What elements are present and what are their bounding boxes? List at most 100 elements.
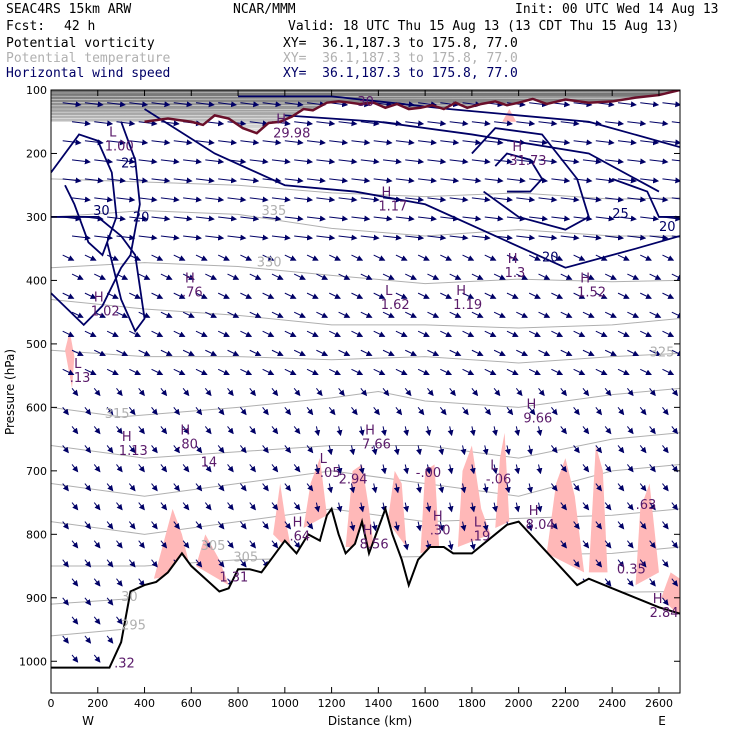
- wind-vector: [62, 559, 69, 568]
- wind-vector: [662, 559, 669, 568]
- extremum-value: .80: [177, 438, 198, 453]
- wind-vector: [106, 483, 114, 492]
- wind-vector: [469, 464, 476, 475]
- wind-vector: [416, 483, 422, 494]
- wind-vector: [627, 311, 640, 318]
- wind-vector: [71, 426, 79, 435]
- wind-vector: [227, 464, 234, 473]
- wind-vector: [560, 311, 573, 318]
- wind-vector: [627, 158, 647, 165]
- wind-vector: [249, 540, 256, 549]
- wind-vector: [217, 483, 225, 492]
- wind-vector: [604, 273, 617, 280]
- wind-vector: [93, 654, 101, 663]
- wind-vector: [262, 139, 282, 146]
- wind-vector: [582, 540, 590, 549]
- wind-vector: [106, 368, 119, 376]
- wind-vector: [138, 349, 151, 356]
- wind-vector: [417, 407, 425, 416]
- theta-contour: [51, 387, 680, 418]
- wind-vector: [595, 292, 608, 299]
- wind-vector: [560, 464, 567, 473]
- wind-vector: [671, 426, 679, 435]
- wind-vector: [138, 464, 145, 473]
- wind-vector: [405, 273, 417, 280]
- wind-vector: [351, 407, 358, 416]
- wind-vector: [440, 215, 460, 222]
- wind-vector: [93, 388, 101, 397]
- wind-vector: [116, 196, 136, 203]
- wind-vector: [605, 196, 625, 203]
- wind-vector: [617, 483, 625, 492]
- extremum-value: 1.19: [453, 298, 482, 313]
- x-tick-label: 800: [228, 697, 249, 710]
- extremum-value: 1.31: [219, 570, 248, 585]
- wind-vector: [493, 388, 501, 397]
- wind-vector: [671, 502, 679, 511]
- wind-label: 20: [542, 250, 559, 265]
- wind-vector: [227, 426, 234, 435]
- wind-vector: [262, 292, 275, 299]
- wind-vector: [538, 234, 558, 241]
- extremum-value: 1.00: [105, 139, 134, 154]
- wind-vector: [84, 597, 92, 606]
- wind-vector: [195, 483, 203, 492]
- wind-label: 30: [93, 204, 110, 219]
- wind-vector: [94, 311, 106, 318]
- extremum-marker: H: [653, 592, 663, 607]
- wind-vector: [84, 635, 92, 644]
- wind-vector: [151, 559, 158, 568]
- wind-vector: [293, 273, 306, 280]
- wind-vector: [604, 311, 617, 318]
- wind-vector: [560, 502, 567, 511]
- wind-vector: [380, 426, 387, 437]
- extremum-marker: H: [512, 140, 522, 155]
- wind-vector: [138, 311, 151, 318]
- wind-vector: [293, 502, 301, 511]
- model-title: SEAC4RS 15km ARW: [6, 2, 132, 17]
- wind-vector: [371, 445, 378, 456]
- wind-vector: [516, 196, 536, 203]
- wind-vector: [395, 177, 415, 184]
- wind-vector: [338, 120, 358, 127]
- wind-vector: [617, 139, 637, 146]
- wind-vector: [427, 196, 447, 203]
- wind-vector: [128, 521, 136, 530]
- wind-vector: [183, 234, 202, 241]
- wind-vector: [516, 273, 529, 280]
- wind-vector: [217, 407, 225, 416]
- wind-vector: [284, 215, 304, 222]
- wind-vector: [71, 311, 84, 318]
- wind-vector: [262, 330, 275, 337]
- field-name-wind: Horizontal wind speed: [6, 66, 171, 81]
- wind-vector: [173, 445, 180, 454]
- wind-vector: [427, 120, 447, 127]
- wind-vector: [538, 120, 558, 127]
- wind-vector: [627, 196, 647, 203]
- tropopause-path: [144, 90, 680, 135]
- wind-vector: [417, 254, 430, 261]
- wind-vector: [284, 521, 292, 530]
- wind-vector: [573, 330, 586, 337]
- wind-vector: [240, 101, 260, 108]
- wind-vector: [195, 330, 208, 337]
- wind-vector: [595, 177, 615, 184]
- wind-vector: [662, 177, 680, 184]
- wind-vector: [128, 407, 136, 416]
- wind-vector: [447, 540, 454, 551]
- wind-vector: [626, 578, 634, 587]
- wind-vector: [469, 540, 476, 551]
- wind-vector: [573, 139, 593, 146]
- x-tick-label: 600: [181, 697, 202, 710]
- wind-vector: [160, 349, 173, 356]
- wind-vector: [662, 292, 675, 299]
- wind-vector: [527, 483, 533, 494]
- extremum-marker: H: [276, 113, 286, 128]
- wind-vector: [604, 540, 612, 549]
- wind-vector: [382, 234, 402, 241]
- wind-vector: [403, 502, 410, 513]
- wind-vector: [351, 254, 364, 261]
- wind-vector: [71, 464, 79, 473]
- wind-vector: [492, 502, 498, 513]
- wind-vector: [71, 616, 79, 625]
